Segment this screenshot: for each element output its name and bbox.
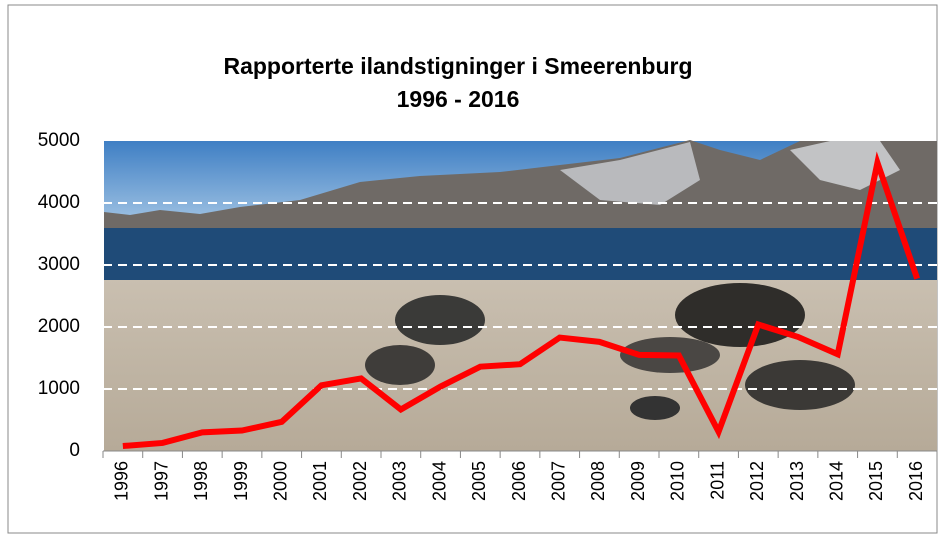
y-tick-label: 4000 [38,192,80,213]
x-tick-label: 2012 [747,461,767,501]
rock [745,360,855,410]
x-tick-label: 1999 [231,461,251,501]
chart-title: 1996 - 2016 [397,86,520,112]
x-tick-label: 2016 [906,461,926,501]
rock [630,396,680,420]
background-photo [104,140,937,451]
y-tick-label: 0 [69,440,80,461]
x-tick-label: 2000 [270,461,290,501]
x-tick-label: 2004 [429,461,449,501]
chart-title: Rapporterte ilandstigninger i Smeerenbur… [223,53,692,79]
x-tick-label: 2009 [628,461,648,501]
x-tick-label: 1998 [191,461,211,501]
y-tick-label: 2000 [38,316,80,337]
x-tick-label: 2015 [866,461,886,501]
x-tick-label: 2014 [826,461,846,501]
x-tick-label: 2011 [707,461,727,500]
y-tick-label: 1000 [38,378,80,399]
x-tick-label: 2005 [469,461,489,501]
x-tick-label: 2002 [350,461,370,501]
y-tick-label: 3000 [38,254,80,275]
x-tick-label: 1997 [151,461,171,501]
x-tick-label: 2010 [668,461,688,501]
rock [395,295,485,345]
x-tick-label: 1996 [112,461,132,501]
rock [365,345,435,385]
x-tick-label: 2008 [588,461,608,501]
y-tick-label: 5000 [38,130,80,151]
x-tick-label: 2003 [390,461,410,501]
x-tick-label: 2013 [787,461,807,501]
x-tick-label: 2007 [548,461,568,501]
sea [104,228,937,282]
x-tick-label: 2006 [509,461,529,501]
chart: Rapporterte ilandstigninger i Smeerenbur… [0,0,939,534]
x-tick-label: 2001 [310,461,330,501]
rock [675,283,805,347]
